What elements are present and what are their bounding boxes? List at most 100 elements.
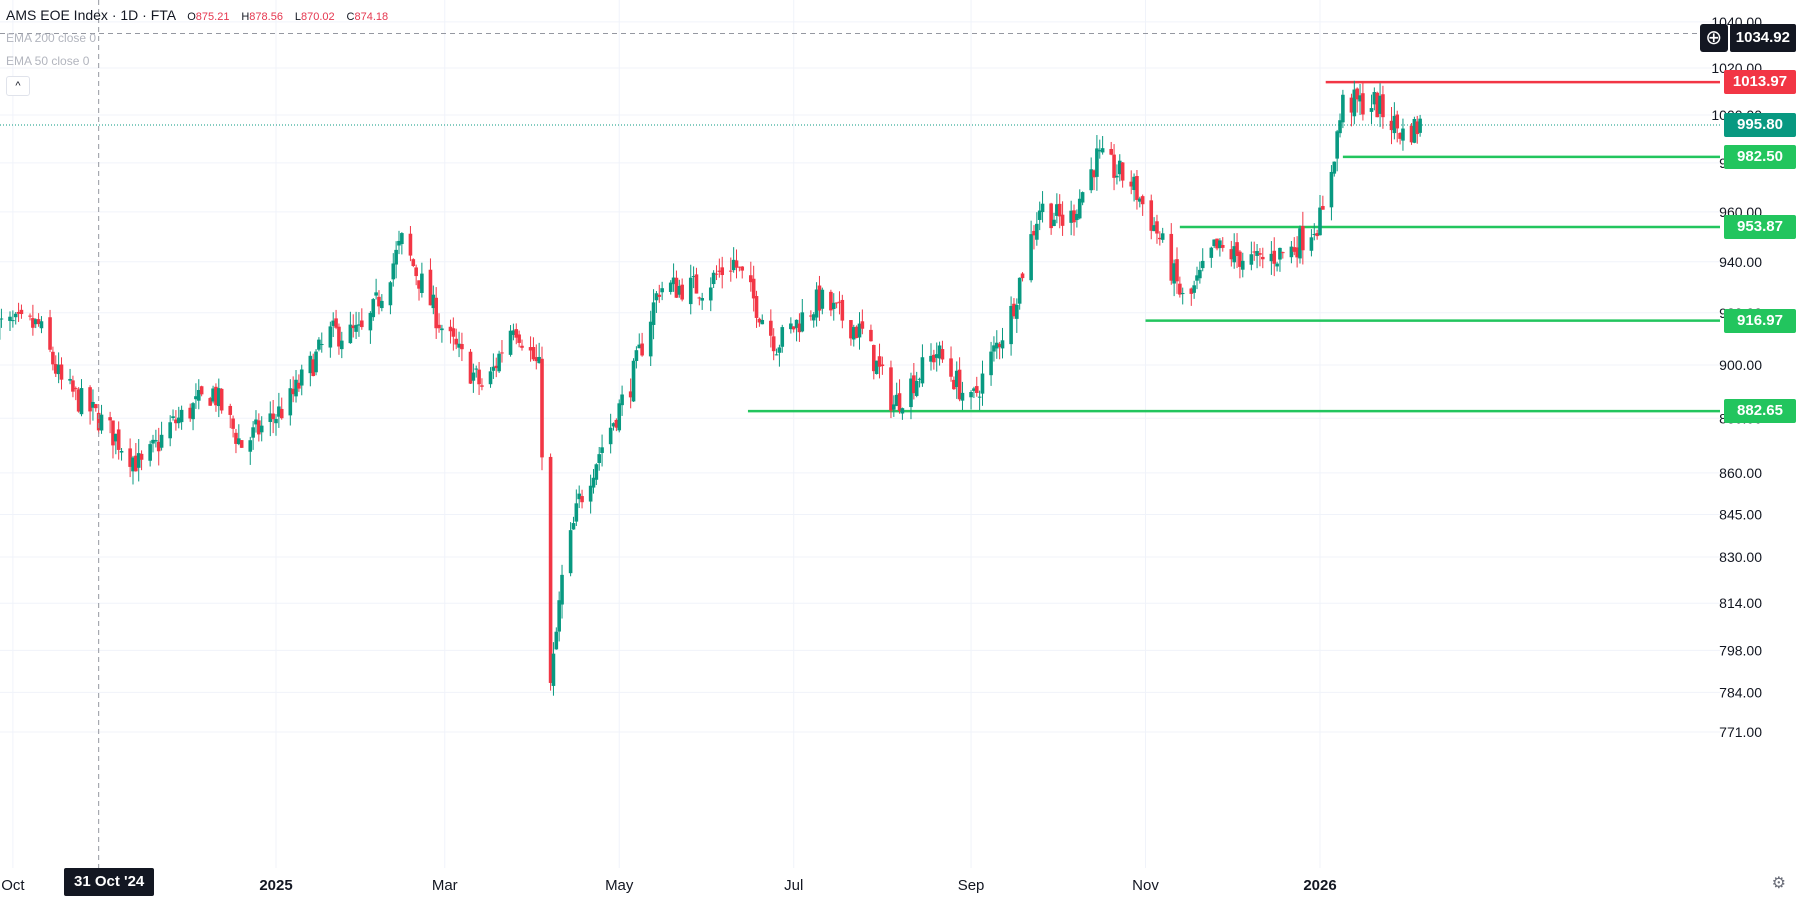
candle bbox=[80, 379, 84, 416]
candle-body bbox=[720, 267, 724, 275]
candle-body bbox=[775, 354, 779, 355]
ohlc-open: O875.21 bbox=[187, 11, 229, 23]
candle-body bbox=[1418, 119, 1422, 133]
candle bbox=[48, 310, 52, 352]
candle-body bbox=[391, 263, 395, 279]
candle-body bbox=[497, 354, 501, 372]
candle bbox=[858, 312, 862, 350]
candle-body bbox=[1178, 284, 1182, 295]
candle-body bbox=[1021, 273, 1025, 278]
candle bbox=[360, 308, 364, 329]
candle-body bbox=[180, 410, 184, 422]
y-tick-label: 784.00 bbox=[1719, 684, 1762, 700]
candle-body bbox=[489, 371, 493, 384]
candle bbox=[389, 281, 393, 314]
candle-body bbox=[1115, 176, 1119, 178]
candle-body bbox=[314, 352, 318, 373]
crosshair-price-tag: ⊕ 1034.92 bbox=[1700, 24, 1796, 52]
candle-body bbox=[228, 406, 232, 415]
gear-icon[interactable]: ⚙ bbox=[1772, 873, 1786, 893]
candle-body bbox=[1281, 252, 1285, 253]
candle bbox=[1210, 247, 1214, 268]
symbol-title[interactable]: AMS EOE Index · 1D · FTA bbox=[6, 7, 175, 23]
candle bbox=[94, 404, 98, 412]
level-price-tag: 916.97 bbox=[1724, 309, 1796, 333]
candle bbox=[71, 376, 75, 398]
candle-body bbox=[760, 320, 764, 324]
candle-body bbox=[409, 234, 413, 256]
candle-body bbox=[552, 654, 556, 686]
candle-body bbox=[540, 359, 544, 458]
candle bbox=[1072, 205, 1076, 236]
candle-body bbox=[71, 380, 75, 391]
candle-body bbox=[1321, 206, 1325, 210]
candle-body bbox=[1278, 248, 1282, 260]
candle bbox=[1321, 196, 1325, 210]
candle-body bbox=[1135, 176, 1139, 200]
candle-body bbox=[1052, 220, 1056, 226]
low-value: 870.02 bbox=[301, 11, 335, 23]
candle-body bbox=[1029, 234, 1033, 280]
candle bbox=[778, 345, 782, 367]
candle-body bbox=[975, 386, 979, 393]
candle-body bbox=[555, 632, 559, 650]
candle-body bbox=[240, 440, 244, 448]
candle bbox=[1401, 119, 1405, 151]
candle-body bbox=[394, 250, 398, 265]
candle-body bbox=[1121, 162, 1125, 180]
candle-body bbox=[560, 575, 564, 605]
plus-circle-icon[interactable]: ⊕ bbox=[1700, 24, 1728, 52]
candle bbox=[695, 268, 699, 294]
ohlc-low: L870.02 bbox=[295, 11, 335, 23]
candle-body bbox=[580, 496, 584, 502]
candle-body bbox=[1395, 115, 1399, 129]
candle bbox=[969, 390, 973, 409]
candle bbox=[698, 297, 702, 306]
chevron-up-icon[interactable]: ^ bbox=[6, 76, 30, 96]
candle-body bbox=[1181, 293, 1185, 294]
candle bbox=[1109, 142, 1113, 155]
indicator-ema50[interactable]: EMA 50 close 0 bbox=[6, 54, 89, 68]
candle-body bbox=[271, 414, 275, 420]
candle-body bbox=[557, 600, 561, 631]
candle-body bbox=[40, 321, 44, 328]
candle-body bbox=[274, 419, 278, 423]
candle-body bbox=[414, 267, 418, 276]
candle-body bbox=[60, 364, 64, 379]
candle-body bbox=[700, 298, 704, 301]
candle-body bbox=[420, 274, 424, 293]
candle-body bbox=[68, 379, 72, 381]
candle-body bbox=[572, 523, 576, 529]
level-price-tag: 882.65 bbox=[1724, 399, 1796, 423]
candle bbox=[160, 422, 164, 451]
indicator-ema200[interactable]: EMA 200 close 0 bbox=[6, 31, 96, 45]
candle-body bbox=[452, 328, 456, 337]
candle-body bbox=[1015, 305, 1019, 319]
candle-body bbox=[51, 352, 55, 365]
candle bbox=[477, 362, 481, 395]
candle-body bbox=[0, 318, 3, 319]
candle bbox=[660, 282, 664, 300]
candle-body bbox=[220, 389, 224, 411]
y-tick-label: 900.00 bbox=[1719, 357, 1762, 373]
candle bbox=[680, 278, 684, 301]
candle-body bbox=[1141, 196, 1145, 204]
candle-body bbox=[1221, 245, 1225, 248]
candle bbox=[14, 312, 18, 325]
candle-body bbox=[400, 233, 404, 244]
candle bbox=[640, 333, 644, 357]
candle-body bbox=[617, 403, 621, 430]
candle-body bbox=[200, 386, 204, 394]
candle bbox=[1121, 162, 1125, 188]
crosshair-price: 1034.92 bbox=[1730, 24, 1796, 52]
x-tick-label: Mar bbox=[432, 877, 458, 894]
candle-body bbox=[1109, 149, 1113, 155]
x-tick-label: 2026 bbox=[1303, 877, 1336, 894]
candle-body bbox=[657, 295, 661, 297]
candle bbox=[735, 249, 739, 278]
candle-body bbox=[460, 344, 464, 349]
candle-body bbox=[354, 325, 358, 332]
candle-body bbox=[100, 415, 104, 431]
